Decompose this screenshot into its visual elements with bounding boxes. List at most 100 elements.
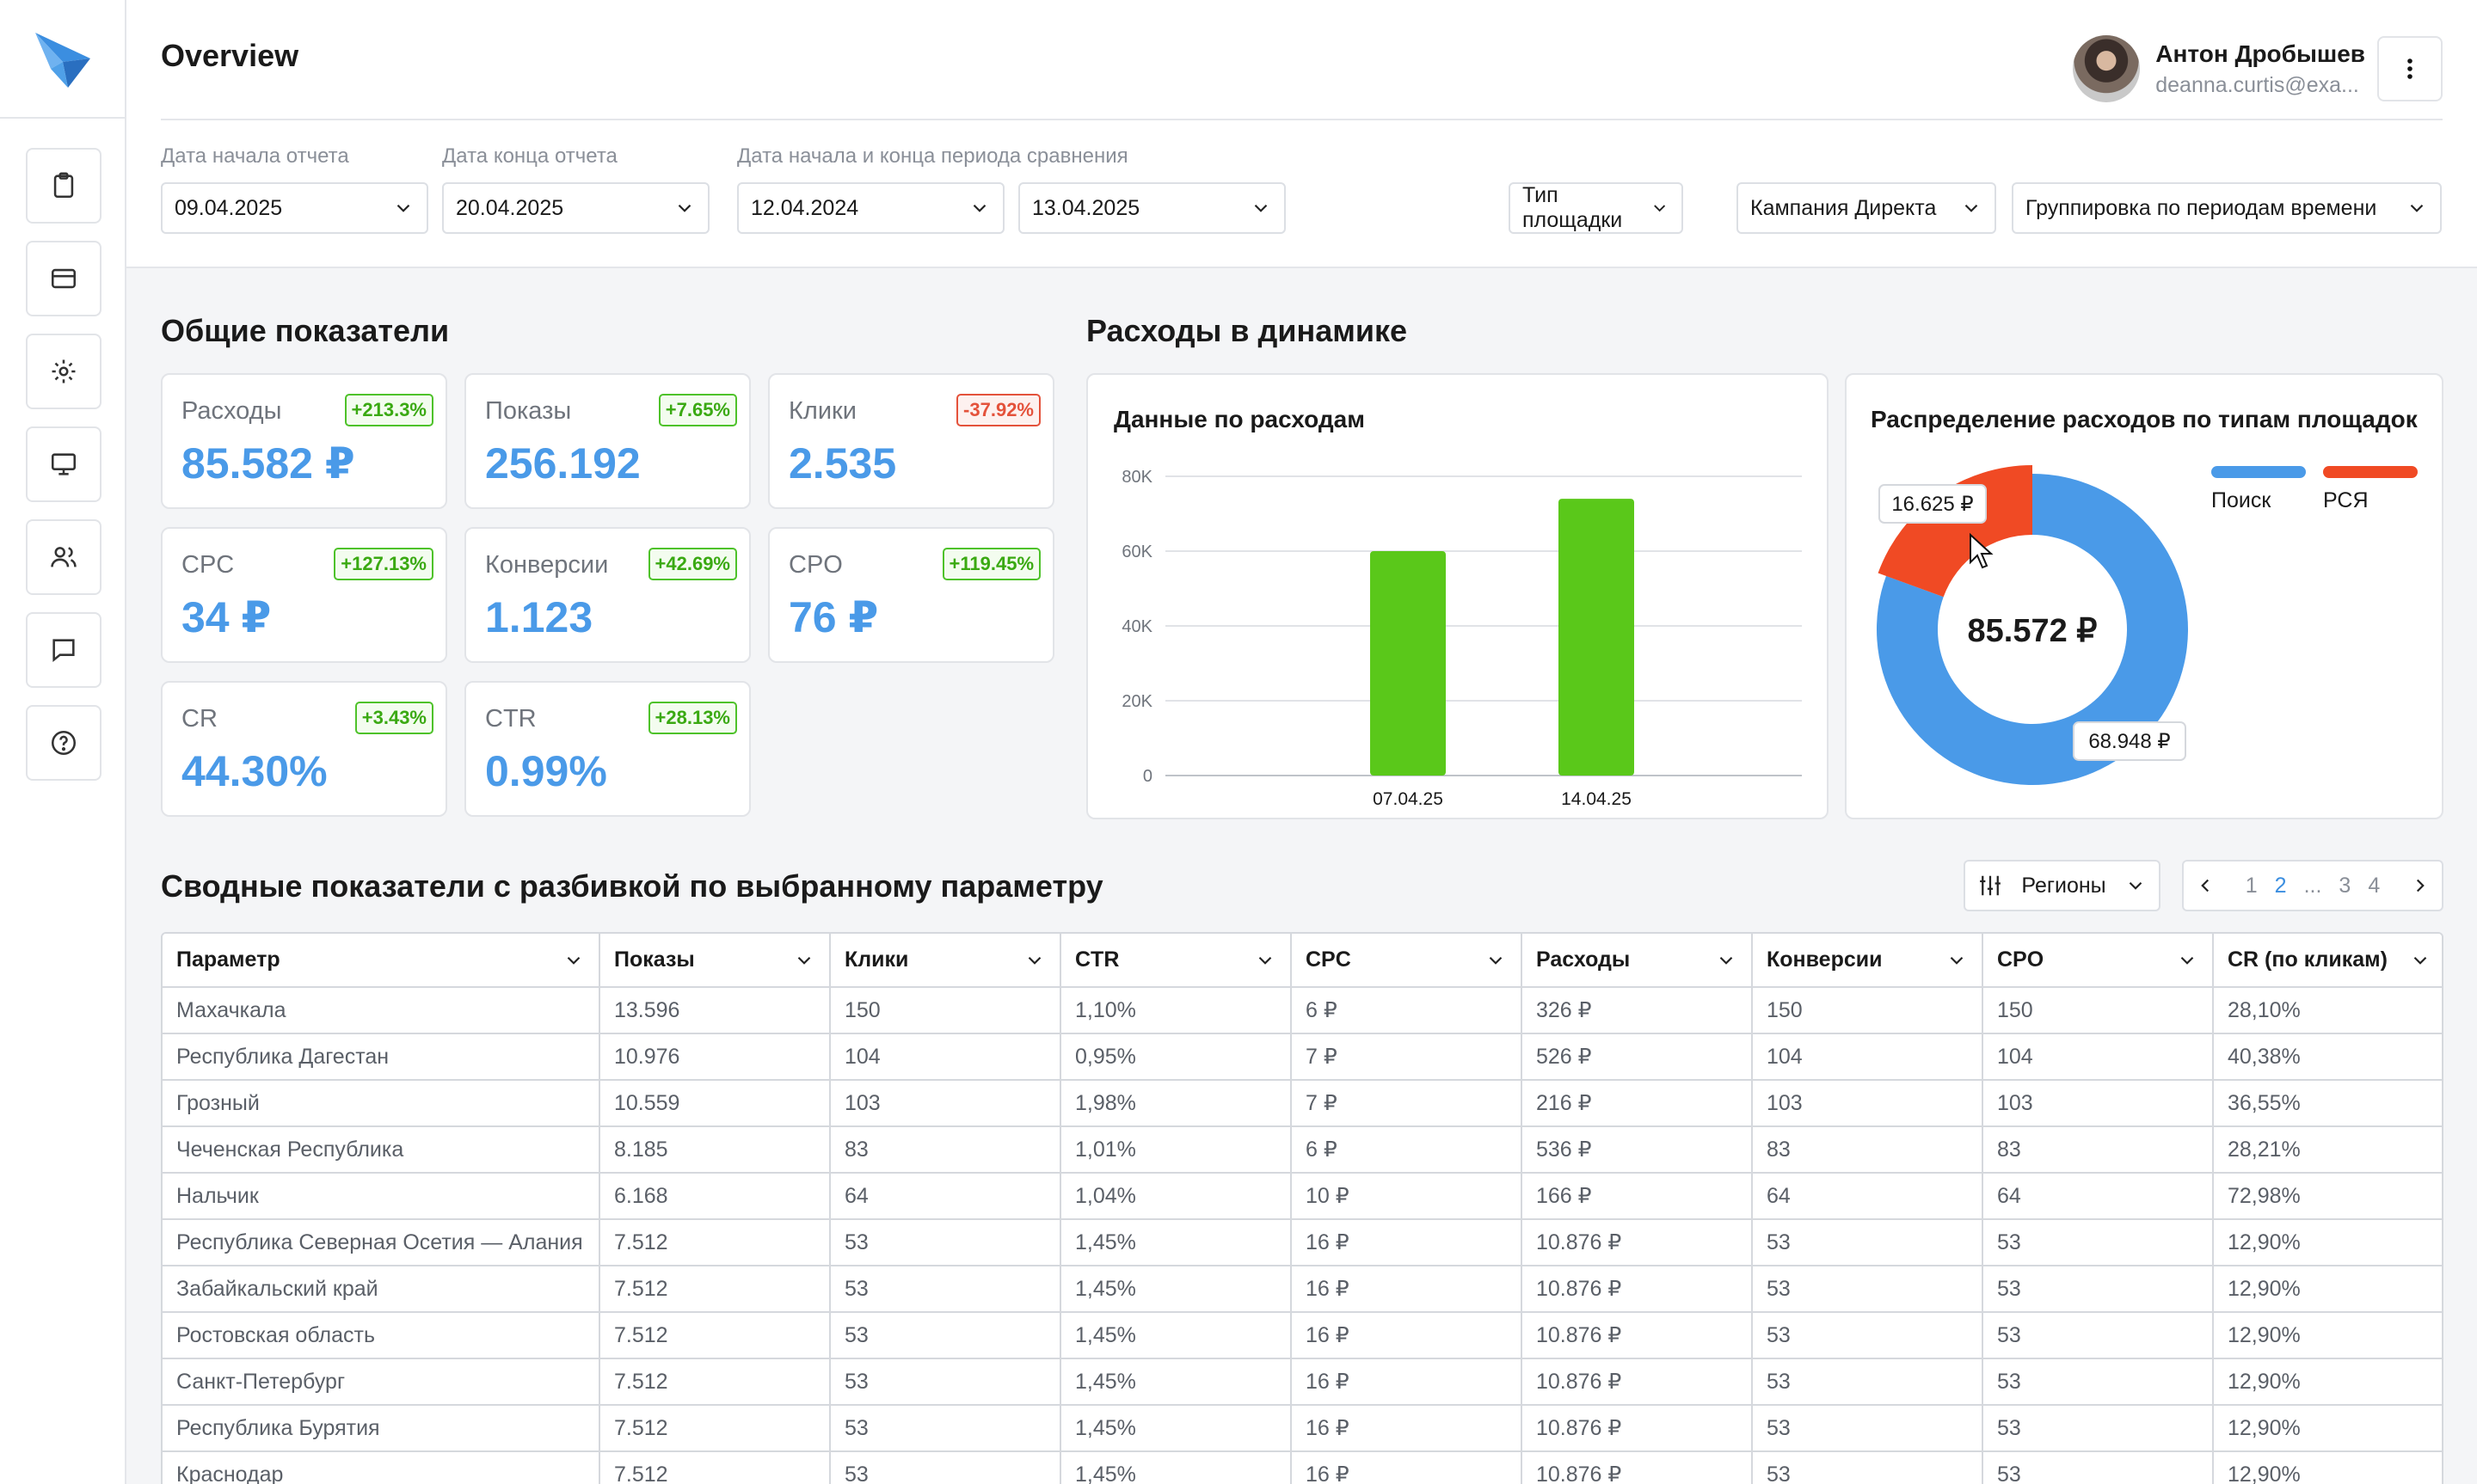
table-row[interactable]: Республика Северная Осетия — Алания 7.512… — [163, 1219, 2442, 1266]
kpi-value: 85.582 ₽ — [181, 439, 355, 488]
kpi-card[interactable]: CTR +28.13% 0.99% — [464, 681, 751, 817]
table-cell: 53 — [1982, 1358, 2214, 1406]
table-row[interactable]: Республика Дагестан 10.976 104 0,95% 7 ₽526 … — [163, 1033, 2442, 1081]
table-cell: 12,90% — [2213, 1358, 2442, 1406]
kpi-card[interactable]: CPC +127.13% 34 ₽ — [161, 527, 447, 663]
kpi-card[interactable]: CR +3.43% 44.30% — [161, 681, 447, 817]
start-date-select[interactable]: 09.04.2025 — [161, 182, 428, 234]
mouse-cursor-icon — [1970, 532, 1994, 569]
chevron-down-icon — [396, 204, 410, 212]
table-row[interactable]: Забайкальский край 7.512 53 1,45% 16 ₽10.876… — [163, 1266, 2442, 1313]
chevron-down-icon — [1258, 956, 1272, 965]
more-menu-button[interactable] — [2377, 36, 2443, 101]
compare-end-select[interactable]: 13.04.2025 — [1018, 182, 1286, 234]
bar[interactable] — [1370, 551, 1446, 776]
page-number[interactable]: 2 — [2274, 873, 2287, 898]
sidebar-item-help[interactable] — [26, 705, 101, 781]
table-row[interactable]: Нальчик 6.168 64 1,04% 10 ₽166 ₽64 64 72,98% — [163, 1173, 2442, 1220]
column-header[interactable]: CTR — [1060, 934, 1292, 988]
table-cell: 16 ₽ — [1291, 1312, 1522, 1359]
table-cell: 104 — [1982, 1033, 2214, 1081]
regions-filter-button[interactable]: Регионы — [1964, 860, 2160, 911]
table-cell: 7.512 — [599, 1358, 831, 1406]
chevron-down-icon — [2180, 956, 2194, 965]
prev-page-icon[interactable] — [2194, 874, 2216, 897]
table-cell: Республика Дагестан — [163, 1033, 600, 1081]
table-row[interactable]: Краснодар 7.512 53 1,45% 16 ₽10.876 ₽53 53 12,… — [163, 1451, 2442, 1484]
column-header[interactable]: CPO — [1982, 934, 2214, 988]
table-cell: 104 — [1752, 1033, 1983, 1081]
table-cell: Санкт-Петербург — [163, 1358, 600, 1406]
column-header[interactable]: Конверсии — [1752, 934, 1983, 988]
sidebar-item-billing[interactable] — [26, 241, 101, 316]
column-header[interactable]: CR (по кликам) — [2213, 934, 2442, 988]
user-profile[interactable]: Антон Дробышев deanna.curtis@exa... — [2073, 34, 2365, 103]
table-cell: 216 ₽ — [1521, 1080, 1753, 1127]
sidebar-item-users[interactable] — [26, 519, 101, 595]
kpi-delta-badge: +213.3% — [344, 394, 433, 426]
chevron-down-icon — [567, 956, 581, 965]
compare-end-value: 13.04.2025 — [1032, 195, 1140, 220]
table-row[interactable]: Республика Бурятия 7.512 53 1,45% 16 ₽10.876… — [163, 1405, 2442, 1452]
kpi-section-title: Общие показатели — [161, 313, 450, 348]
column-header[interactable]: Параметр — [163, 934, 600, 988]
compare-start-value: 12.04.2024 — [751, 195, 859, 220]
kpi-card[interactable]: Показы +7.65% 256.192 — [464, 373, 751, 509]
table-cell: Нальчик — [163, 1173, 600, 1220]
sliders-icon — [1980, 875, 2001, 896]
sidebar-item-reports[interactable] — [26, 148, 101, 224]
kpi-card[interactable]: Клики -37.92% 2.535 — [768, 373, 1054, 509]
kpi-card[interactable]: CPO +119.45% 76 ₽ — [768, 527, 1054, 663]
table-cell: 1,45% — [1060, 1312, 1292, 1359]
bar[interactable] — [1558, 499, 1634, 776]
sidebar-item-display[interactable] — [26, 426, 101, 502]
table-row[interactable]: Грозный 10.559 103 1,98% 7 ₽216 ₽103 103 36,55… — [163, 1080, 2442, 1127]
column-header[interactable]: CPC — [1291, 934, 1522, 988]
kpi-name: Конверсии — [485, 551, 609, 579]
pagination: 1 2... 3 4 — [2182, 860, 2443, 911]
column-header[interactable]: Показы — [599, 934, 831, 988]
end-date-select[interactable]: 20.04.2025 — [442, 182, 710, 234]
kpi-name: Расходы — [181, 397, 282, 425]
compare-start-select[interactable]: 12.04.2024 — [737, 182, 1005, 234]
page-number[interactable]: 1 — [2245, 873, 2258, 898]
table-row[interactable]: Ростовская область 7.512 53 1,45% 16 ₽10.876… — [163, 1312, 2442, 1359]
kpi-card[interactable]: Расходы +213.3% 85.582 ₽ — [161, 373, 447, 509]
table-cell: 83 — [1982, 1126, 2214, 1174]
table-row[interactable]: Махачкала 13.596 150 1,10% 6 ₽326 ₽150 150 28,… — [163, 987, 2442, 1034]
table-row[interactable]: Санкт-Петербург 7.512 53 1,45% 16 ₽10.876 ₽5… — [163, 1358, 2442, 1406]
donut-tooltip-rsya: 16.625 ₽ — [1878, 484, 1987, 524]
sidebar-item-settings[interactable] — [26, 334, 101, 409]
column-header[interactable]: Расходы — [1521, 934, 1753, 988]
kpi-value: 0.99% — [485, 747, 607, 795]
app-logo[interactable] — [0, 0, 125, 119]
table-cell: 28,21% — [2213, 1126, 2442, 1174]
table-cell: 1,45% — [1060, 1405, 1292, 1452]
donut-slice-rsya[interactable] — [1878, 465, 2032, 598]
platform-type-select[interactable]: Тип площадки — [1509, 182, 1683, 234]
table-cell: 53 — [1752, 1312, 1983, 1359]
grouping-select[interactable]: Группировка по периодам времени — [2012, 182, 2442, 234]
table-cell: Краснодар — [163, 1451, 600, 1484]
table-cell: 16 ₽ — [1291, 1219, 1522, 1266]
table-cell: 40,38% — [2213, 1033, 2442, 1081]
next-page-icon[interactable] — [2409, 874, 2431, 897]
table-row[interactable]: Чеченская Республика 8.185 83 1,01% 6 ₽536 ₽… — [163, 1126, 2442, 1174]
clipboard-icon — [53, 172, 74, 199]
sidebar-item-messages[interactable] — [26, 612, 101, 688]
table-section-title: Сводные показатели с разбивкой по выбран… — [161, 868, 1103, 904]
page-number[interactable]: 4 — [2368, 873, 2381, 898]
kpi-value: 44.30% — [181, 747, 328, 795]
kpi-card[interactable]: Конверсии +42.69% 1.123 — [464, 527, 751, 663]
compare-period-label: Дата начала и конца периода сравнения — [737, 144, 1128, 168]
table-cell: 103 — [830, 1080, 1061, 1127]
platform-type-value: Тип площадки — [1522, 183, 1623, 232]
table-cell: 12,90% — [2213, 1312, 2442, 1359]
column-header[interactable]: Клики — [830, 934, 1061, 988]
table-cell: 1,45% — [1060, 1451, 1292, 1484]
campaign-select[interactable]: Кампания Директа — [1736, 182, 1996, 234]
donut-slice-search[interactable] — [1877, 474, 2188, 785]
table-cell: 64 — [1752, 1173, 1983, 1220]
table-cell: 10.559 — [599, 1080, 831, 1127]
page-number[interactable]: 3 — [2339, 873, 2351, 898]
